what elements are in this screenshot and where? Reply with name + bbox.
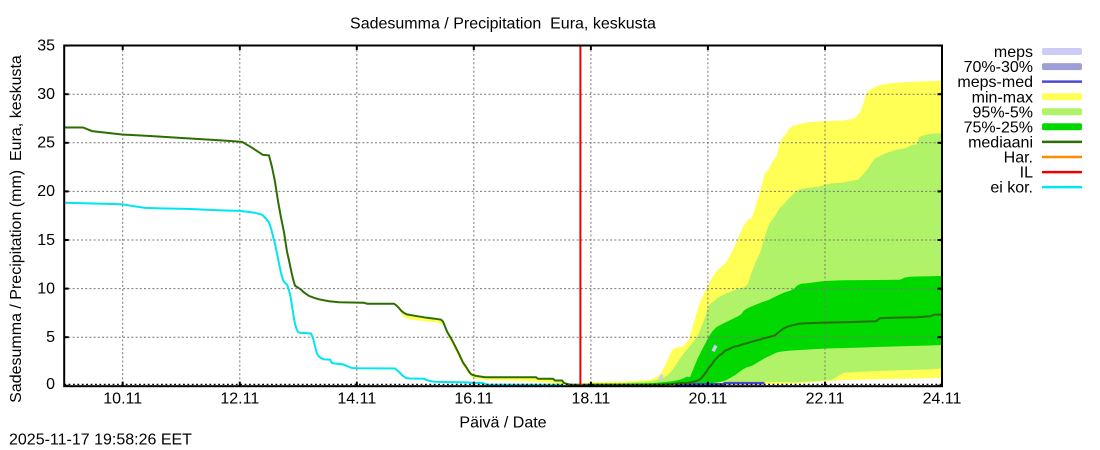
svg-text:mediaani: mediaani xyxy=(968,135,1033,152)
svg-text:0: 0 xyxy=(46,376,55,393)
svg-text:meps: meps xyxy=(994,44,1033,61)
svg-text:25: 25 xyxy=(37,135,55,152)
svg-text:15: 15 xyxy=(37,232,55,249)
svg-text:10.11: 10.11 xyxy=(103,390,142,407)
svg-text:14.11: 14.11 xyxy=(337,390,376,407)
svg-text:Sadesumma / Precipitation Eur: Sadesumma / Precipitation Eura, keskusta xyxy=(350,16,656,33)
svg-text:Päivä / Date: Päivä / Date xyxy=(459,415,546,432)
svg-text:75%-25%: 75%-25% xyxy=(964,119,1033,136)
svg-text:20: 20 xyxy=(37,183,55,200)
svg-text:18.11: 18.11 xyxy=(571,390,610,407)
svg-text:95%-5%: 95%-5% xyxy=(973,104,1033,121)
svg-text:10: 10 xyxy=(37,280,55,297)
svg-text:20.11: 20.11 xyxy=(688,390,727,407)
svg-text:2025-11-17 19:58:26 EET: 2025-11-17 19:58:26 EET xyxy=(9,432,192,449)
svg-text:Sadesumma / Precipitation (mm): Sadesumma / Precipitation (mm) Eura, kes… xyxy=(8,55,25,403)
svg-text:70%-30%: 70%-30% xyxy=(964,59,1033,76)
svg-text:meps-med: meps-med xyxy=(957,74,1033,91)
svg-text:Har.: Har. xyxy=(1004,150,1033,167)
svg-text:IL: IL xyxy=(1020,165,1033,182)
svg-text:ei kor.: ei kor. xyxy=(990,180,1033,197)
svg-text:24.11: 24.11 xyxy=(923,390,962,407)
svg-text:5: 5 xyxy=(46,329,55,346)
svg-text:16.11: 16.11 xyxy=(454,390,493,407)
svg-text:min-max: min-max xyxy=(972,89,1033,106)
svg-text:22.11: 22.11 xyxy=(806,390,845,407)
svg-text:30: 30 xyxy=(37,86,55,103)
svg-text:35: 35 xyxy=(37,37,55,54)
svg-text:12.11: 12.11 xyxy=(220,390,259,407)
